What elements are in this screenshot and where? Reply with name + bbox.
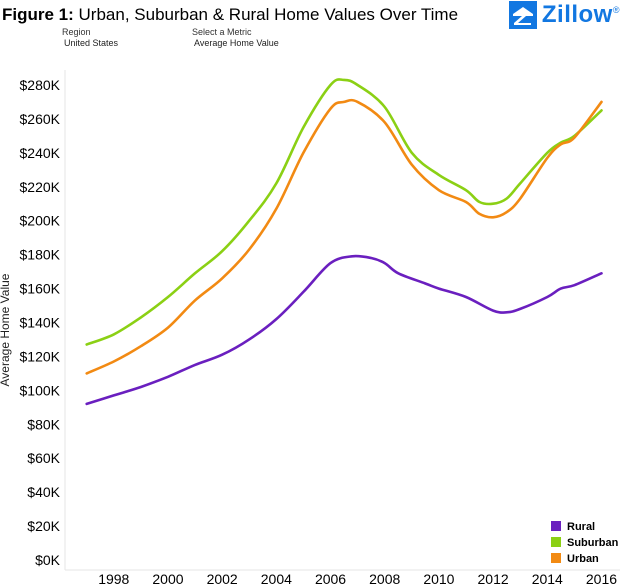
y-tick-label: $100K: [20, 382, 61, 398]
metric-selector[interactable]: Select a Metric Average Home Value: [192, 27, 279, 49]
zillow-logo-icon: [508, 1, 537, 29]
legend-swatch-rural: [551, 521, 561, 531]
y-tick-label: $60K: [27, 450, 60, 466]
y-tick-label: $0K: [35, 552, 61, 568]
series-lines: [85, 78, 603, 406]
metric-selector-label: Select a Metric: [192, 27, 252, 37]
region-filter-value[interactable]: United States: [64, 38, 119, 48]
figure-title-text: Urban, Suburban & Rural Home Values Over…: [78, 5, 459, 24]
legend-label-urban: Urban: [567, 553, 599, 565]
y-tick-label: $160K: [20, 281, 61, 297]
x-tick-label: 2000: [152, 571, 183, 587]
zillow-logo: Zillow®: [508, 0, 620, 30]
legend-label-suburban: Suburban: [567, 537, 619, 549]
series-line-rural: [85, 254, 603, 406]
legend-label-rural: Rural: [567, 521, 595, 533]
legend: Rural Suburban Urban: [551, 521, 619, 565]
y-tick-label: $180K: [20, 247, 61, 263]
y-tick-label: $260K: [20, 111, 61, 127]
x-tick-label: 2004: [261, 571, 292, 587]
series-line-urban: [85, 98, 603, 375]
x-tick-label: 2002: [207, 571, 238, 587]
x-tick-label: 2014: [532, 571, 563, 587]
x-tick-label: 2010: [423, 571, 454, 587]
y-tick-label: $240K: [20, 145, 61, 161]
metric-selector-value[interactable]: Average Home Value: [194, 38, 279, 48]
y-tick-label: $20K: [27, 518, 60, 534]
y-tick-label: $40K: [27, 484, 60, 500]
y-tick-label: $140K: [20, 314, 61, 330]
y-axis-ticks: $0K $20K $40K $60K $80K $100K $120K $140K $160K $…: [20, 77, 61, 568]
zillow-logo-text: Zillow®: [541, 1, 620, 28]
x-tick-label: 2008: [369, 571, 400, 587]
y-tick-label: $200K: [20, 213, 61, 229]
x-tick-label: 2006: [315, 571, 346, 587]
region-filter-label: Region: [62, 27, 91, 37]
x-axis-ticks: 1998 2000 2002 2004 2006 2008 2010 2012 2014 2016: [98, 571, 617, 587]
chart-title: Figure 1: Urban, Suburban & Rural Home V…: [2, 5, 458, 25]
y-axis-label: Average Home Value: [0, 273, 12, 386]
y-tick-label: $280K: [20, 77, 61, 93]
y-tick-label: $120K: [20, 348, 61, 364]
y-tick-label: $80K: [27, 416, 60, 432]
series-line-suburban: [85, 78, 603, 346]
region-filter[interactable]: Region United States: [62, 27, 118, 49]
x-tick-label: 2012: [478, 571, 509, 587]
x-tick-label: 1998: [98, 571, 129, 587]
figure-label: Figure 1:: [2, 5, 74, 24]
x-tick-label: 2016: [586, 571, 617, 587]
legend-swatch-suburban: [551, 537, 561, 547]
y-tick-label: $220K: [20, 179, 61, 195]
legend-swatch-urban: [551, 553, 561, 563]
